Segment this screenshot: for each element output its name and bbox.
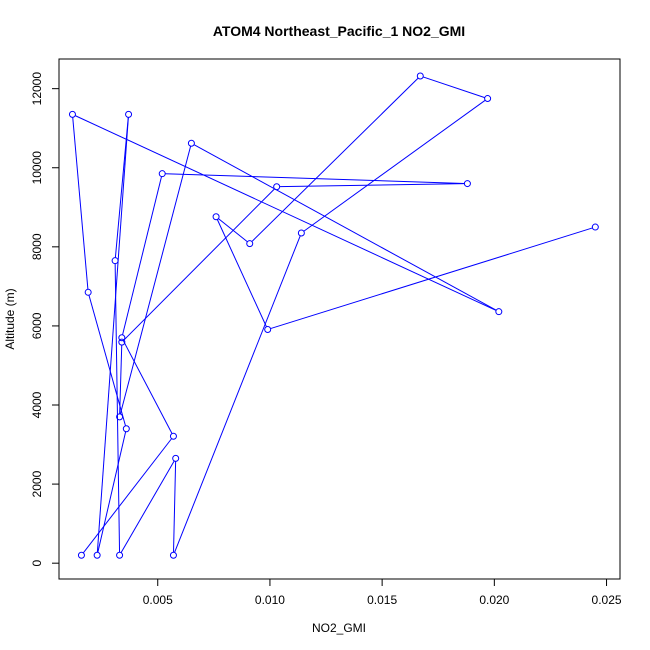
- data-point: [122, 425, 130, 433]
- series-segment: [216, 219, 267, 327]
- chart-title: ATOM4 Northeast_Pacific_1 NO2_GMI: [213, 23, 465, 39]
- x-tick-label: 0.020: [479, 593, 509, 607]
- series-segment: [97, 431, 127, 553]
- series-segment: [165, 173, 465, 184]
- series-segment: [122, 176, 162, 335]
- y-tick-label: 0: [30, 560, 44, 567]
- x-axis: 0.005 0.010 0.015 0.020 0.025: [143, 578, 622, 607]
- series-segment: [74, 115, 497, 311]
- data-point: [264, 325, 272, 333]
- series-group: [68, 72, 599, 559]
- y-tick-label: 2000: [30, 470, 44, 497]
- series-segment: [173, 461, 177, 553]
- series-segment: [88, 295, 126, 426]
- data-point: [158, 170, 166, 178]
- data-point: [77, 551, 85, 559]
- series-segment: [251, 77, 419, 242]
- data-point: [187, 139, 195, 147]
- data-point: [484, 95, 492, 103]
- data-point: [591, 223, 599, 231]
- series-segment: [123, 188, 275, 341]
- y-axis: 0 2000 4000 6000 8000 10000 12000: [30, 72, 60, 567]
- series-segment: [218, 218, 248, 243]
- data-point: [212, 213, 220, 221]
- data-point: [273, 183, 281, 191]
- x-tick-label: 0.015: [367, 593, 397, 607]
- series-segment: [270, 227, 593, 330]
- data-point: [116, 413, 124, 421]
- series-segment: [82, 438, 173, 554]
- data-point: [111, 257, 119, 265]
- series-segment: [96, 117, 129, 553]
- series-segment: [279, 183, 465, 188]
- x-tick-label: 0.010: [255, 593, 285, 607]
- data-point: [246, 240, 254, 248]
- data-point: [93, 551, 101, 559]
- series-segment: [119, 146, 192, 415]
- y-axis-label: Altitude (m): [3, 288, 17, 349]
- plot-frame: [58, 58, 621, 580]
- series-segment: [114, 117, 129, 258]
- y-tick-label: 10000: [30, 151, 44, 185]
- x-axis-label: NO2_GMI: [312, 621, 366, 635]
- data-point: [172, 454, 180, 462]
- y-tick-label: 6000: [30, 312, 44, 339]
- data-point: [68, 110, 76, 118]
- series-segment: [120, 460, 175, 553]
- data-point: [84, 288, 92, 296]
- data-point: [169, 551, 177, 559]
- x-tick-label: 0.025: [592, 593, 622, 607]
- data-point: [297, 229, 305, 237]
- series-segment: [303, 99, 486, 232]
- data-point: [495, 308, 503, 316]
- y-tick-label: 8000: [30, 233, 44, 260]
- series-segment: [122, 340, 173, 434]
- series-segment: [193, 144, 497, 311]
- y-tick-label: 4000: [30, 391, 44, 418]
- data-point: [116, 551, 124, 559]
- series-segment: [174, 235, 301, 553]
- data-point: [416, 72, 424, 80]
- data-point: [118, 334, 126, 342]
- series-segment: [119, 345, 123, 414]
- data-point: [125, 110, 133, 118]
- series-segment: [114, 263, 121, 553]
- data-point: [118, 338, 126, 346]
- x-tick-label: 0.005: [143, 593, 173, 607]
- series-segment: [72, 117, 89, 290]
- series-segment: [422, 76, 485, 99]
- data-point: [169, 432, 177, 440]
- data-point: [463, 180, 471, 188]
- y-tick-label: 12000: [30, 72, 44, 106]
